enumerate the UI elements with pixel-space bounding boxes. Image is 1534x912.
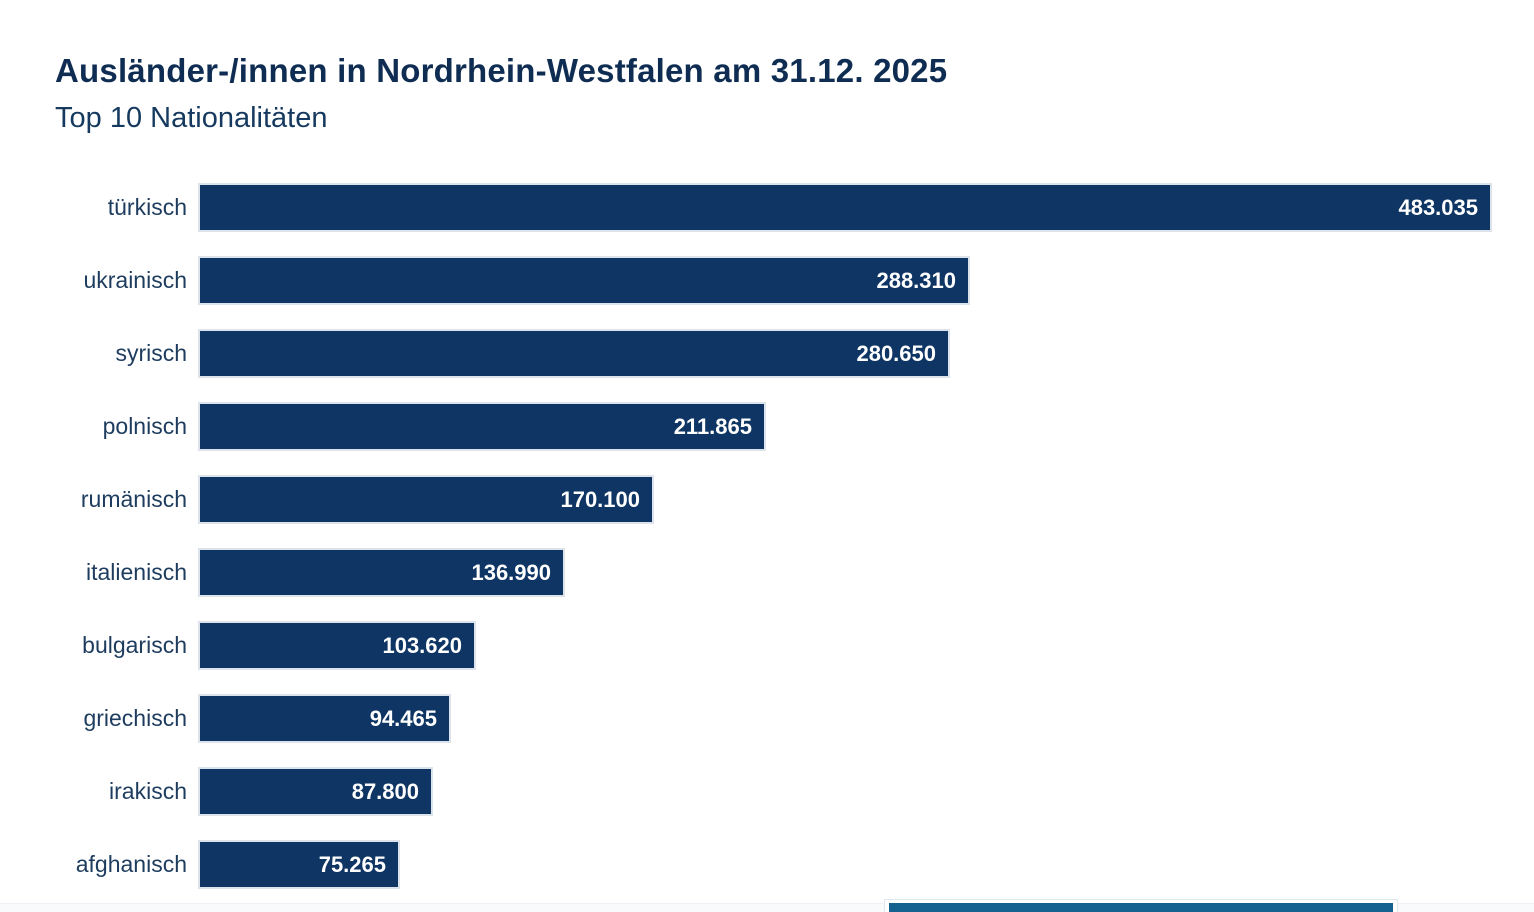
value-label: 483.035 bbox=[1398, 194, 1478, 220]
bar: 75.265 bbox=[198, 840, 400, 889]
category-label: afghanisch bbox=[75, 851, 187, 877]
footer-button-partial[interactable] bbox=[884, 899, 1398, 912]
chart-row: polnisch 211.865 bbox=[0, 402, 1534, 451]
chart-row: syrisch 280.650 bbox=[0, 329, 1534, 378]
bar-chart: türkisch 483.035 ukrainisch 288.310 syrisch 2… bbox=[0, 183, 1534, 912]
footer-strip bbox=[0, 903, 1534, 912]
bar: 94.465 bbox=[198, 694, 451, 743]
value-label: 94.465 bbox=[369, 705, 437, 731]
chart-row: irakisch 87.800 bbox=[0, 767, 1534, 816]
value-label: 170.100 bbox=[560, 486, 640, 512]
value-label: 75.265 bbox=[318, 851, 386, 877]
value-label: 136.990 bbox=[471, 559, 551, 585]
value-label: 288.310 bbox=[876, 267, 956, 293]
bar: 87.800 bbox=[198, 767, 433, 816]
chart-row: italienisch 136.990 bbox=[0, 548, 1534, 597]
bar: 103.620 bbox=[198, 621, 476, 670]
chart-row: bulgarisch 103.620 bbox=[0, 621, 1534, 670]
bar: 483.035 bbox=[198, 183, 1492, 232]
chart-subtitle: Top 10 Nationalitäten bbox=[55, 102, 328, 134]
category-label: italienisch bbox=[86, 559, 187, 585]
value-label: 211.865 bbox=[673, 413, 752, 439]
chart-row: rumänisch 170.100 bbox=[0, 475, 1534, 524]
bar: 136.990 bbox=[198, 548, 565, 597]
category-label: griechisch bbox=[83, 705, 187, 731]
category-label: syrisch bbox=[115, 340, 187, 366]
category-label: irakisch bbox=[109, 778, 187, 804]
bar: 280.650 bbox=[198, 329, 950, 378]
footer-button-fill bbox=[889, 903, 1393, 912]
category-label: türkisch bbox=[107, 194, 187, 220]
bar: 288.310 bbox=[198, 256, 970, 305]
chart-row: ukrainisch 288.310 bbox=[0, 256, 1534, 305]
category-label: bulgarisch bbox=[82, 632, 187, 658]
value-label: 87.800 bbox=[351, 778, 419, 804]
bar: 211.865 bbox=[198, 402, 766, 451]
value-label: 103.620 bbox=[382, 632, 462, 658]
category-label: polnisch bbox=[102, 413, 187, 439]
category-label: ukrainisch bbox=[83, 267, 187, 293]
bar: 170.100 bbox=[198, 475, 654, 524]
chart-row: griechisch 94.465 bbox=[0, 694, 1534, 743]
chart-row: afghanisch 75.265 bbox=[0, 840, 1534, 889]
chart-title: Ausländer-/innen in Nordrhein-Westfalen … bbox=[55, 52, 948, 89]
chart-row: türkisch 483.035 bbox=[0, 183, 1534, 232]
value-label: 280.650 bbox=[856, 340, 936, 366]
category-label: rumänisch bbox=[80, 486, 187, 512]
